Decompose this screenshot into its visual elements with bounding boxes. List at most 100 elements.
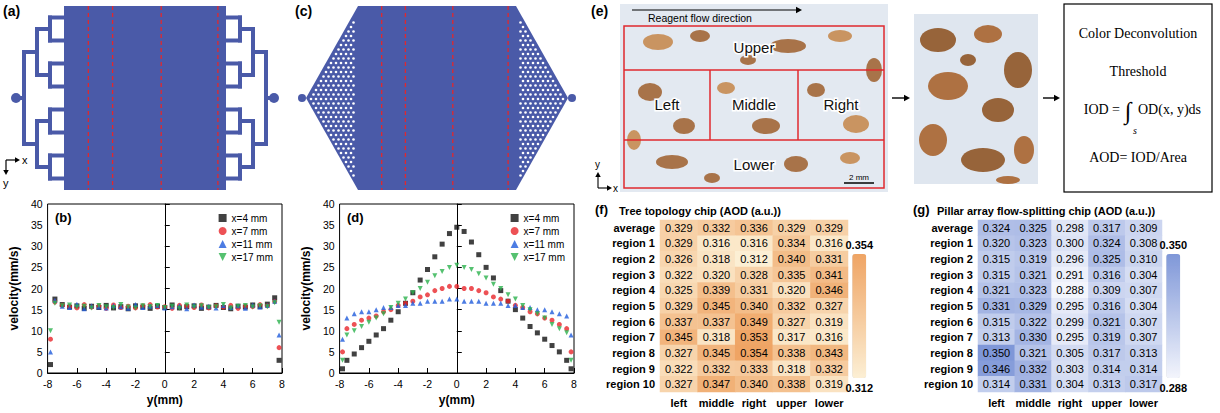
- svg-text:velocity(mm/s): velocity(mm/s): [7, 246, 21, 330]
- svg-text:0.350: 0.350: [1159, 239, 1187, 251]
- svg-text:15: 15: [31, 304, 43, 316]
- svg-text:0.331: 0.331: [1019, 378, 1047, 390]
- svg-text:left: left: [988, 397, 1005, 409]
- svg-text:0.354: 0.354: [845, 239, 873, 251]
- svg-text:0.331: 0.331: [740, 284, 768, 296]
- svg-text:0.317: 0.317: [1130, 378, 1158, 390]
- svg-text:y(mm): y(mm): [439, 393, 475, 407]
- svg-text:0.325: 0.325: [1093, 253, 1121, 265]
- svg-text:s: s: [1133, 125, 1137, 136]
- svg-text:0.309: 0.309: [1130, 222, 1158, 234]
- svg-text:0.313: 0.313: [983, 331, 1011, 343]
- svg-text:y: y: [3, 177, 9, 189]
- svg-text:0.327: 0.327: [778, 316, 806, 328]
- svg-text:Reagent flow direction: Reagent flow direction: [648, 12, 752, 24]
- svg-text:AOD= IOD/Area: AOD= IOD/Area: [1089, 150, 1187, 165]
- svg-text:6: 6: [542, 378, 548, 390]
- svg-text:0.324: 0.324: [1093, 237, 1121, 249]
- svg-text:region 1: region 1: [612, 237, 655, 249]
- svg-text:right: right: [742, 397, 767, 409]
- svg-text:0.320: 0.320: [983, 237, 1011, 249]
- svg-text:0.334: 0.334: [778, 237, 806, 249]
- svg-text:0: 0: [162, 378, 168, 390]
- svg-text:0: 0: [329, 367, 335, 379]
- svg-text:middle: middle: [699, 397, 734, 409]
- svg-text:0.353: 0.353: [740, 331, 768, 343]
- svg-text:0.295: 0.295: [1056, 331, 1084, 343]
- svg-text:4: 4: [512, 378, 518, 390]
- svg-text:0.300: 0.300: [1056, 237, 1084, 249]
- svg-text:0.346: 0.346: [815, 284, 843, 296]
- svg-text:0.322: 0.322: [1019, 316, 1047, 328]
- svg-text:0.312: 0.312: [845, 382, 873, 394]
- svg-text:0.323: 0.323: [1019, 237, 1047, 249]
- svg-text:0.336: 0.336: [740, 222, 768, 234]
- svg-text:y(mm): y(mm): [147, 393, 183, 407]
- svg-text:0.322: 0.322: [665, 269, 693, 281]
- svg-text:0.316: 0.316: [1093, 269, 1121, 281]
- svg-text:0.314: 0.314: [1130, 363, 1158, 375]
- svg-text:x: x: [22, 154, 28, 166]
- svg-text:Lower: Lower: [734, 156, 775, 173]
- svg-text:0.316: 0.316: [815, 237, 843, 249]
- svg-text:0.345: 0.345: [703, 347, 731, 359]
- svg-text:0.329: 0.329: [665, 237, 693, 249]
- svg-text:region 8: region 8: [612, 347, 655, 359]
- svg-text:x=4 mm: x=4 mm: [232, 213, 268, 224]
- svg-text:0.321: 0.321: [1093, 316, 1121, 328]
- svg-text:(g): (g): [913, 202, 930, 217]
- svg-text:region 4: region 4: [930, 284, 974, 296]
- svg-text:0.316: 0.316: [703, 237, 731, 249]
- svg-text:0.325: 0.325: [665, 284, 693, 296]
- svg-text:0.340: 0.340: [740, 378, 768, 390]
- svg-text:(a): (a): [3, 3, 20, 19]
- svg-text:0.329: 0.329: [778, 222, 806, 234]
- svg-text:Pillar array flow-splitting ch: Pillar array flow-splitting chip (AOD (a…: [937, 205, 1156, 217]
- svg-text:10: 10: [31, 325, 43, 337]
- svg-text:0.347: 0.347: [703, 378, 731, 390]
- svg-text:0.307: 0.307: [1130, 331, 1158, 343]
- svg-text:0.332: 0.332: [815, 363, 843, 375]
- svg-text:0.312: 0.312: [740, 253, 768, 265]
- svg-text:0.341: 0.341: [815, 269, 843, 281]
- svg-text:lower: lower: [1129, 397, 1158, 409]
- svg-text:0.299: 0.299: [1056, 316, 1084, 328]
- svg-text:0.304: 0.304: [1130, 300, 1158, 312]
- svg-text:x=4 mm: x=4 mm: [524, 213, 560, 224]
- svg-text:5: 5: [329, 346, 335, 358]
- svg-text:region 9: region 9: [930, 363, 973, 375]
- svg-text:0.320: 0.320: [703, 269, 731, 281]
- svg-text:-2: -2: [131, 378, 140, 390]
- svg-text:40: 40: [323, 198, 335, 210]
- svg-text:0.322: 0.322: [665, 363, 693, 375]
- svg-text:0.331: 0.331: [983, 300, 1011, 312]
- svg-text:region 6: region 6: [612, 316, 655, 328]
- svg-text:15: 15: [323, 304, 335, 316]
- svg-text:x=11 mm: x=11 mm: [232, 239, 273, 250]
- svg-text:Upper: Upper: [734, 39, 775, 56]
- svg-text:upper: upper: [1092, 397, 1123, 409]
- svg-text:0.315: 0.315: [983, 253, 1011, 265]
- svg-text:region 10: region 10: [924, 378, 973, 390]
- svg-text:0.288: 0.288: [1056, 284, 1084, 296]
- svg-text:-4: -4: [102, 378, 111, 390]
- svg-text:(b): (b): [55, 210, 72, 225]
- svg-text:0.304: 0.304: [1056, 378, 1084, 390]
- svg-text:40: 40: [31, 198, 43, 210]
- svg-text:(e): (e): [591, 3, 608, 19]
- svg-text:region 6: region 6: [930, 316, 973, 328]
- svg-text:x=7 mm: x=7 mm: [524, 226, 560, 237]
- svg-text:0.333: 0.333: [740, 363, 768, 375]
- svg-text:0.316: 0.316: [1093, 300, 1121, 312]
- svg-text:0.317: 0.317: [1093, 347, 1121, 359]
- svg-text:lower: lower: [815, 397, 844, 409]
- svg-text:Right: Right: [823, 96, 859, 113]
- svg-text:middle: middle: [1015, 397, 1050, 409]
- svg-text:x=7 mm: x=7 mm: [232, 226, 268, 237]
- svg-text:0.319: 0.319: [815, 316, 843, 328]
- svg-text:8: 8: [571, 378, 577, 390]
- svg-text:30: 30: [31, 240, 43, 252]
- svg-text:y: y: [595, 159, 600, 170]
- svg-text:0.295: 0.295: [1056, 300, 1084, 312]
- svg-text:35: 35: [31, 219, 43, 231]
